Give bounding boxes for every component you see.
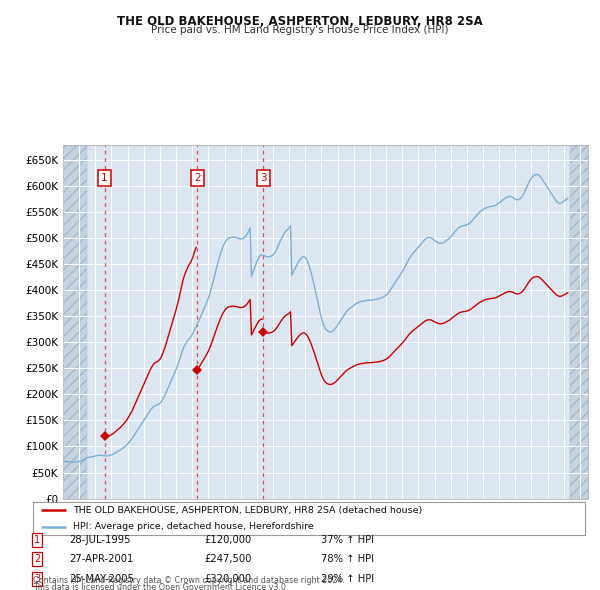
Text: £120,000: £120,000: [204, 535, 251, 545]
Text: 28-JUL-1995: 28-JUL-1995: [69, 535, 131, 545]
Text: Contains HM Land Registry data © Crown copyright and database right 2024.: Contains HM Land Registry data © Crown c…: [33, 576, 345, 585]
Bar: [570, 145, 588, 499]
Text: 78% ↑ HPI: 78% ↑ HPI: [321, 555, 374, 564]
Text: 1: 1: [34, 535, 40, 545]
Text: 25-MAY-2005: 25-MAY-2005: [69, 574, 134, 584]
Text: £247,500: £247,500: [204, 555, 251, 564]
Text: 2: 2: [194, 173, 201, 183]
Text: 2: 2: [34, 555, 40, 564]
Text: HPI: Average price, detached house, Herefordshire: HPI: Average price, detached house, Here…: [73, 522, 313, 532]
Text: 3: 3: [260, 173, 266, 183]
Text: 3: 3: [34, 574, 40, 584]
Text: 37% ↑ HPI: 37% ↑ HPI: [321, 535, 374, 545]
Text: £320,000: £320,000: [204, 574, 251, 584]
Text: 29% ↑ HPI: 29% ↑ HPI: [321, 574, 374, 584]
Text: 1: 1: [101, 173, 108, 183]
Text: Price paid vs. HM Land Registry's House Price Index (HPI): Price paid vs. HM Land Registry's House …: [151, 25, 449, 35]
Text: 27-APR-2001: 27-APR-2001: [69, 555, 133, 564]
Text: THE OLD BAKEHOUSE, ASHPERTON, LEDBURY, HR8 2SA (detached house): THE OLD BAKEHOUSE, ASHPERTON, LEDBURY, H…: [73, 506, 422, 515]
Text: THE OLD BAKEHOUSE, ASHPERTON, LEDBURY, HR8 2SA: THE OLD BAKEHOUSE, ASHPERTON, LEDBURY, H…: [117, 15, 483, 28]
Bar: [63, 145, 87, 499]
Text: This data is licensed under the Open Government Licence v3.0.: This data is licensed under the Open Gov…: [33, 583, 289, 590]
